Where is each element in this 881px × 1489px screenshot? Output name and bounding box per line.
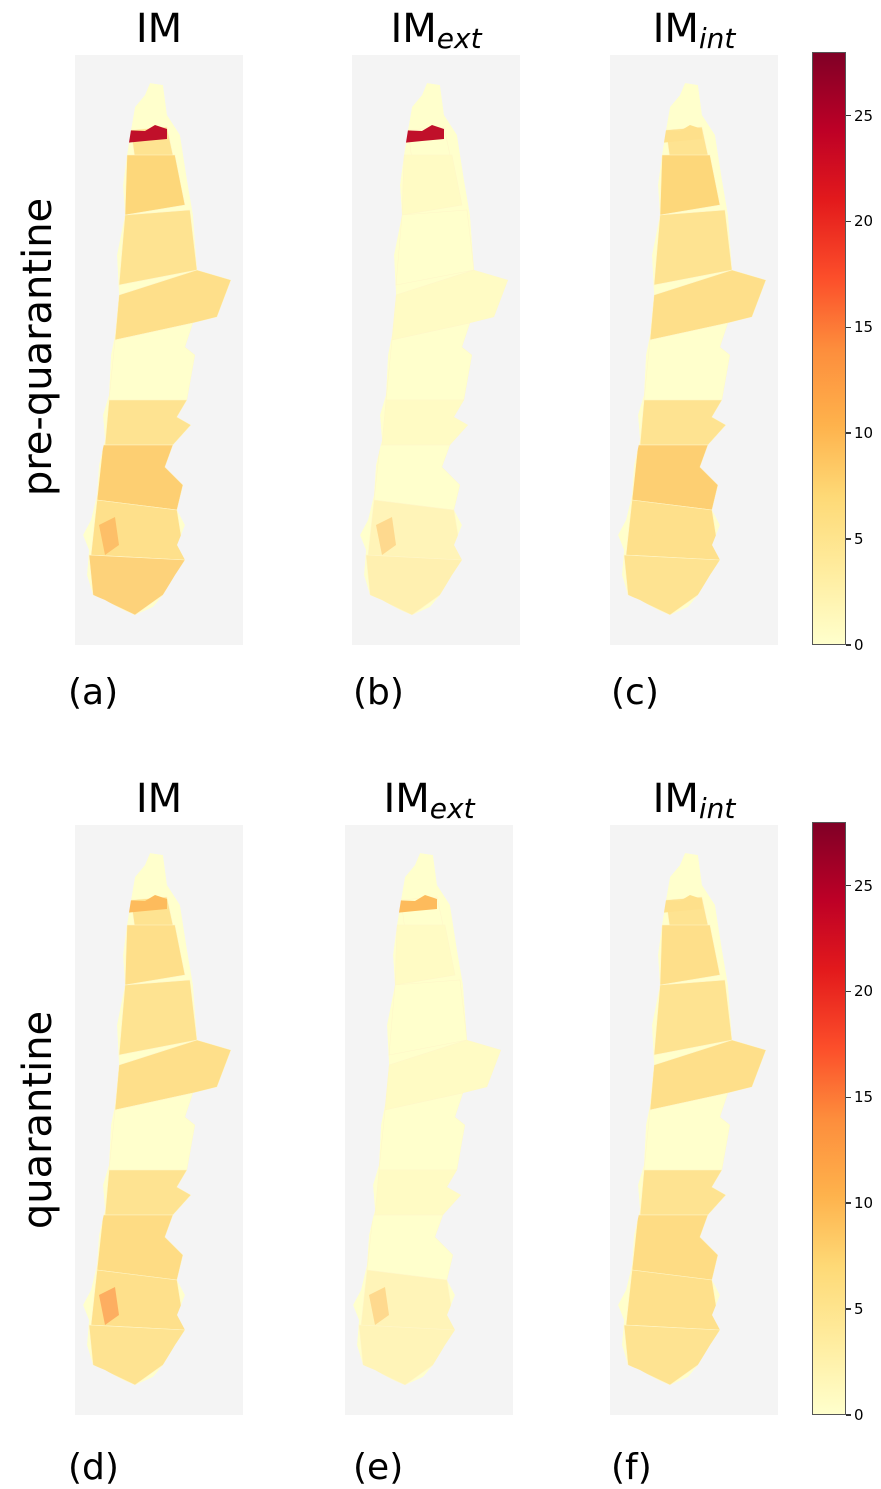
colorbar-tick-mark bbox=[846, 220, 851, 223]
region bbox=[358, 1324, 456, 1385]
region bbox=[623, 1324, 721, 1385]
map-panel-e bbox=[345, 825, 513, 1415]
colorbar-top bbox=[812, 52, 846, 645]
map-panel-c bbox=[610, 55, 778, 645]
colorbar-tick-mark bbox=[846, 432, 851, 434]
region bbox=[88, 554, 186, 615]
colorbar-tick-label: 25 bbox=[854, 106, 874, 125]
panel-d-title: IM bbox=[135, 776, 183, 822]
region bbox=[124, 154, 186, 216]
region bbox=[639, 399, 727, 446]
southern-region bbox=[376, 517, 396, 555]
row-label-pre-quarantine: pre-quarantine bbox=[15, 197, 61, 497]
region bbox=[639, 1169, 727, 1216]
hotspot-region bbox=[656, 125, 702, 143]
colorbar-tick-mark bbox=[846, 1414, 851, 1416]
colorbar-tick-label: 20 bbox=[854, 212, 874, 231]
colorbar-tick-label: 5 bbox=[854, 530, 864, 549]
hotspot-region bbox=[398, 125, 444, 143]
hotspot-region bbox=[121, 125, 167, 143]
colorbar-tick-label: 5 bbox=[854, 1300, 864, 1319]
row-label-quarantine: quarantine bbox=[15, 1010, 61, 1230]
region-map bbox=[353, 853, 501, 1385]
panel-c-title: IMint bbox=[652, 6, 736, 55]
region bbox=[88, 1324, 186, 1385]
map-panel-b bbox=[352, 55, 520, 645]
colorbar-tick-label: 0 bbox=[854, 636, 864, 654]
colorbar-tick-label: 20 bbox=[854, 982, 874, 1001]
region bbox=[659, 154, 721, 216]
southern-region bbox=[99, 1287, 119, 1325]
panel-f-letter: (f) bbox=[611, 1447, 652, 1488]
region bbox=[659, 924, 721, 986]
panel-d-letter: (d) bbox=[68, 1447, 119, 1488]
region bbox=[104, 399, 192, 446]
colorbar-tick-label: 15 bbox=[854, 1088, 874, 1107]
region bbox=[394, 924, 456, 986]
panel-f-title: IMint bbox=[652, 776, 736, 825]
panel-b-title: IMext bbox=[390, 6, 482, 55]
region-map bbox=[618, 83, 766, 615]
colorbar-tick-label: 10 bbox=[854, 424, 874, 443]
colorbar-bottom bbox=[812, 822, 846, 1415]
map-panel-f bbox=[610, 825, 778, 1415]
colorbar-tick-mark bbox=[846, 1202, 851, 1204]
southern-region bbox=[369, 1287, 389, 1325]
panel-b-letter: (b) bbox=[353, 672, 404, 713]
panel-a-letter: (a) bbox=[68, 672, 119, 713]
southern-region bbox=[99, 517, 119, 555]
region bbox=[365, 554, 463, 615]
region bbox=[401, 154, 463, 216]
colorbar-tick-mark bbox=[846, 884, 851, 887]
colorbar-tick-mark bbox=[846, 1096, 851, 1099]
colorbar-tick-mark bbox=[846, 990, 851, 993]
region bbox=[124, 924, 186, 986]
region-map bbox=[83, 83, 231, 615]
hotspot-region bbox=[391, 895, 437, 913]
colorbar-tick-mark bbox=[846, 114, 851, 117]
panel-e-letter: (e) bbox=[353, 1447, 404, 1488]
region-map bbox=[360, 83, 508, 615]
region bbox=[366, 1214, 454, 1281]
region-map bbox=[83, 853, 231, 1385]
panel-a-title: IM bbox=[135, 6, 183, 52]
southern-region bbox=[634, 1287, 654, 1325]
panel-e-title: IMext bbox=[383, 776, 475, 825]
region bbox=[381, 399, 469, 446]
colorbar-tick-mark bbox=[846, 1308, 851, 1310]
colorbar-tick-label: 0 bbox=[854, 1406, 864, 1424]
region-map bbox=[618, 853, 766, 1385]
region bbox=[631, 444, 719, 511]
panel-c-letter: (c) bbox=[611, 672, 659, 713]
hotspot-region bbox=[656, 895, 702, 913]
region bbox=[104, 1169, 192, 1216]
region bbox=[374, 1169, 462, 1216]
region bbox=[631, 1214, 719, 1281]
colorbar-tick-label: 15 bbox=[854, 318, 874, 337]
colorbar-tick-label: 25 bbox=[854, 876, 874, 895]
colorbar-tick-mark bbox=[846, 538, 851, 540]
hotspot-region bbox=[121, 895, 167, 913]
colorbar-tick-label: 10 bbox=[854, 1194, 874, 1213]
map-panel-a bbox=[75, 55, 243, 645]
region bbox=[373, 444, 461, 511]
colorbar-tick-mark bbox=[846, 326, 851, 329]
region bbox=[623, 554, 721, 615]
region bbox=[96, 1214, 184, 1281]
map-panel-d bbox=[75, 825, 243, 1415]
southern-region bbox=[634, 517, 654, 555]
region bbox=[96, 444, 184, 511]
colorbar-tick-mark bbox=[846, 644, 851, 646]
